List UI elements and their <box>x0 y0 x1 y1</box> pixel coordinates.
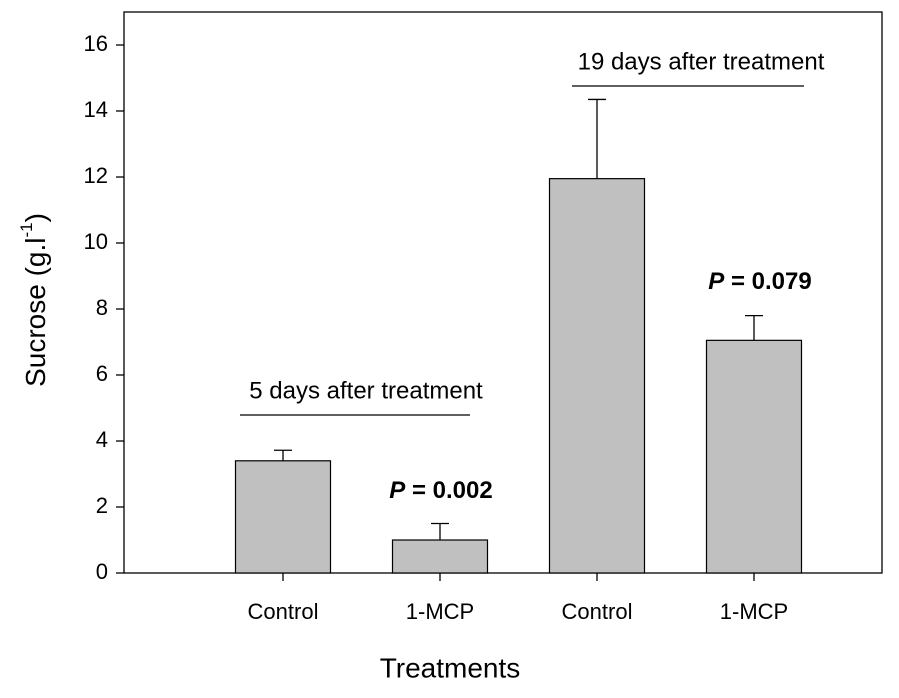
y-axis-title-sup: -1 <box>17 222 36 237</box>
y-tick-label: 0 <box>96 559 108 584</box>
bar <box>234 460 332 574</box>
y-tick-label: 10 <box>84 229 108 254</box>
x-axis-title: Treatments <box>380 652 521 683</box>
bar <box>705 339 803 574</box>
y-tick-label: 2 <box>96 493 108 518</box>
annotation-italic: P <box>708 268 725 295</box>
annotation: P = 0.002 <box>389 477 492 504</box>
y-axis-title-main: Sucrose (g.l <box>20 238 51 387</box>
annotation-text: = 0.079 <box>724 268 811 295</box>
annotation: P = 0.079 <box>708 268 811 295</box>
annotation-text: = 0.002 <box>405 477 492 504</box>
y-tick-label: 12 <box>84 163 108 188</box>
bar <box>391 539 489 574</box>
x-tick-label: 1-MCP <box>720 599 788 624</box>
y-tick-label: 8 <box>96 295 108 320</box>
y-axis-title-end: ) <box>20 213 51 222</box>
x-tick-label: Control <box>248 599 319 624</box>
x-tick-label: Control <box>562 599 633 624</box>
x-tick-label: 1-MCP <box>406 599 474 624</box>
y-tick-label: 14 <box>84 97 108 122</box>
y-tick-label: 4 <box>96 427 108 452</box>
y-tick-label: 6 <box>96 361 108 386</box>
y-axis-title: Sucrose (g.l-1) <box>17 213 51 387</box>
bar <box>548 178 646 574</box>
y-tick-label: 16 <box>84 31 108 56</box>
annotation-italic: P <box>389 477 406 504</box>
annotation: 5 days after treatment <box>249 377 483 404</box>
annotation: 19 days after treatment <box>578 48 825 75</box>
plot-frame <box>123 11 883 574</box>
